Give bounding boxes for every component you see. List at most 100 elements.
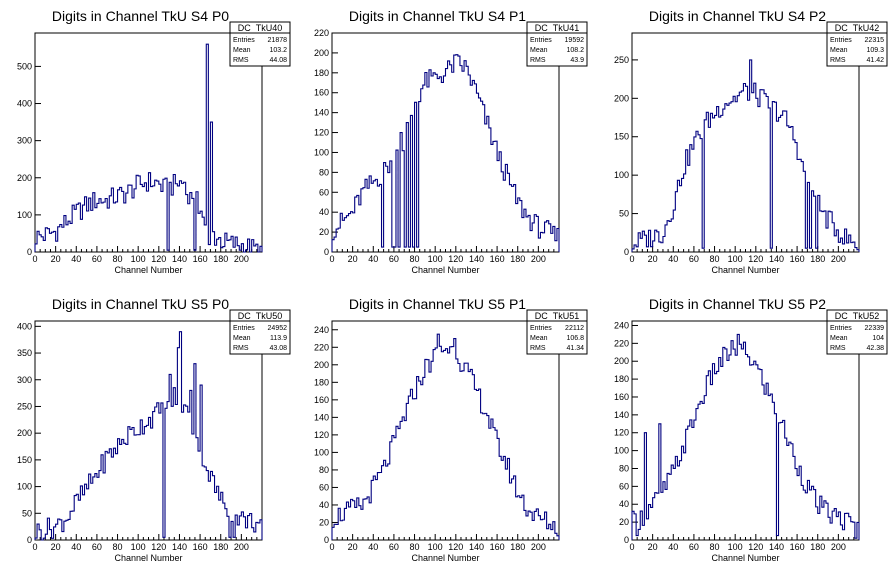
x-tick-label: 40 — [668, 542, 678, 552]
x-tick-label: 200 — [831, 254, 846, 264]
stats-key: RMS — [830, 57, 846, 64]
stats-box-frame — [526, 21, 588, 67]
x-axis-label: Channel Number — [411, 265, 479, 275]
stats-name: DC_TkU41 — [535, 23, 580, 33]
stats-value: 109.3 — [866, 47, 884, 54]
stats-name: DC_TkU52 — [835, 311, 880, 321]
x-tick-label: 0 — [329, 254, 334, 264]
stats-box: DC_TkU51 Entries 22112 Mean 106.8 RMS 41.34 — [526, 309, 588, 355]
x-tick-label: 180 — [510, 254, 525, 264]
y-tick-label: 0 — [324, 247, 329, 257]
stats-value: 106.8 — [566, 335, 584, 342]
histogram-series — [331, 54, 560, 252]
x-tick-label: 40 — [71, 542, 81, 552]
y-tick-label: 250 — [17, 401, 32, 411]
stats-name: DC_TkU42 — [835, 23, 880, 33]
stats-value: 103.2 — [269, 47, 287, 54]
chart-title: Digits in Channel TkU S5 P2 — [649, 296, 826, 312]
y-tick-label: 200 — [17, 173, 32, 183]
x-tick-label: 200 — [234, 254, 249, 264]
y-tick-label: 60 — [619, 481, 629, 491]
x-tick-label: 100 — [728, 254, 743, 264]
plot-frame — [34, 32, 263, 253]
stats-box: DC_TkU41 Entries 19592 Mean 108.2 RMS 43.9 — [526, 21, 588, 67]
stats-value: 43.9 — [570, 57, 584, 64]
y-tick-label: 160 — [314, 395, 329, 405]
x-tick-label: 140 — [172, 542, 187, 552]
stats-box-frame — [229, 21, 291, 67]
x-tick-label: 160 — [490, 542, 505, 552]
x-tick-label: 180 — [213, 542, 228, 552]
histogram-series — [331, 333, 560, 540]
y-tick-label: 60 — [319, 482, 329, 492]
x-tick-label: 0 — [32, 254, 37, 264]
y-tick-label: 160 — [614, 392, 629, 402]
y-tick-label: 40 — [619, 499, 629, 509]
y-tick-label: 300 — [17, 375, 32, 385]
stats-key: RMS — [530, 345, 546, 352]
histogram-panel-6: Digits in Channel TkU S5 P2 0 20 40 60 80 100 1… — [614, 296, 888, 563]
y-tick-label: 20 — [319, 517, 329, 527]
stats-key: Entries — [233, 37, 255, 44]
histogram-series — [34, 331, 263, 541]
x-tick-label: 100 — [131, 254, 146, 264]
y-tick-label: 250 — [614, 55, 629, 65]
stats-box: DC_TkU52 Entries 22339 Mean 104 RMS 42.38 — [826, 309, 888, 355]
stats-name: DC_TkU51 — [535, 311, 580, 321]
chart-title: Digits in Channel TkU S5 P1 — [349, 296, 526, 312]
x-tick-label: 200 — [531, 254, 546, 264]
x-tick-label: 0 — [329, 542, 334, 552]
y-tick-label: 200 — [314, 48, 329, 58]
x-tick-label: 20 — [348, 542, 358, 552]
stats-value: 44.08 — [269, 57, 287, 64]
x-tick-label: 60 — [689, 254, 699, 264]
y-tick-label: 200 — [17, 428, 32, 438]
x-tick-label: 140 — [769, 542, 784, 552]
y-tick-label: 0 — [27, 247, 32, 257]
stats-value: 43.08 — [269, 345, 287, 352]
x-tick-label: 120 — [151, 542, 166, 552]
stats-box-frame — [826, 21, 888, 67]
stats-name: DC_TkU50 — [238, 311, 283, 321]
y-tick-label: 100 — [314, 147, 329, 157]
x-tick-label: 120 — [448, 254, 463, 264]
x-tick-label: 60 — [92, 254, 102, 264]
stats-box-frame — [526, 309, 588, 355]
stats-value: 24952 — [268, 325, 288, 332]
stats-value: 108.2 — [566, 47, 584, 54]
histogram-panel-4: Digits in Channel TkU S5 P0 0 20 40 60 80 100 1… — [17, 296, 291, 563]
y-tick-label: 40 — [319, 500, 329, 510]
stats-value: 21878 — [268, 37, 288, 44]
x-tick-label: 140 — [469, 542, 484, 552]
y-tick-label: 180 — [314, 68, 329, 78]
stats-key: Entries — [233, 325, 255, 332]
stats-key: Entries — [830, 325, 852, 332]
plot-frame — [631, 32, 860, 253]
stats-box: DC_TkU50 Entries 24952 Mean 113.9 RMS 43.08 — [229, 309, 291, 355]
y-tick-label: 100 — [314, 447, 329, 457]
y-tick-label: 200 — [314, 360, 329, 370]
y-tick-label: 200 — [614, 356, 629, 366]
x-tick-label: 20 — [51, 542, 61, 552]
y-tick-label: 50 — [619, 209, 629, 219]
x-tick-label: 20 — [348, 254, 358, 264]
x-tick-label: 0 — [629, 254, 634, 264]
plot-frame — [331, 320, 560, 541]
stats-value: 41.42 — [866, 57, 884, 64]
x-tick-label: 160 — [790, 542, 805, 552]
x-tick-label: 40 — [668, 254, 678, 264]
x-tick-label: 0 — [629, 542, 634, 552]
stats-value: 42.38 — [866, 345, 884, 352]
x-tick-label: 40 — [368, 254, 378, 264]
y-tick-label: 300 — [17, 136, 32, 146]
x-tick-label: 100 — [728, 542, 743, 552]
histogram-panel-3: Digits in Channel TkU S4 P2 0 20 40 60 80 100 1… — [614, 8, 888, 275]
plot-frame — [34, 320, 263, 541]
y-tick-label: 40 — [319, 207, 329, 217]
histogram-panel-2: Digits in Channel TkU S4 P1 0 20 40 60 80 100 1… — [314, 8, 588, 275]
stats-key: Mean — [233, 335, 251, 342]
y-tick-label: 150 — [17, 455, 32, 465]
stats-box: DC_TkU42 Entries 22315 Mean 109.3 RMS 41.42 — [826, 21, 888, 67]
x-tick-label: 140 — [172, 254, 187, 264]
